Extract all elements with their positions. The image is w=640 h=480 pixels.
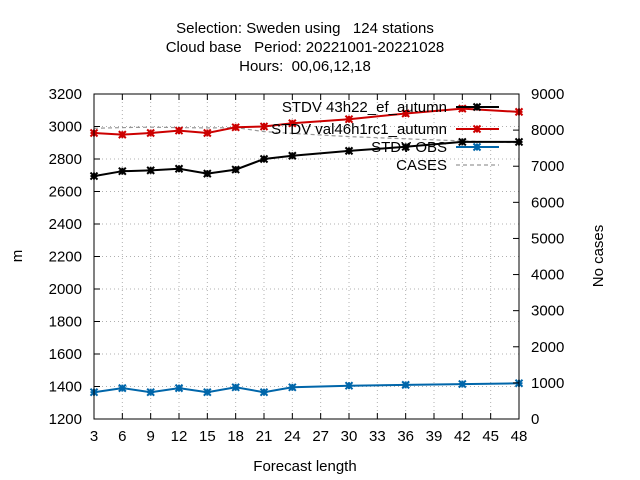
y-axis-ticks: 1200 1400 1600 1800 2000 2200 2400 2600 2800 3000… [49, 86, 100, 428]
y-tick-label: 1400 [49, 379, 82, 396]
y-tick-label: 3000 [49, 119, 82, 136]
series-2 [89, 379, 524, 397]
legend-item: STDV 43h22_ef_autumn [282, 99, 499, 116]
x-tick-label: 39 [426, 428, 443, 445]
data-point [118, 166, 127, 176]
x-tick-label: 36 [397, 428, 414, 445]
data-point [288, 383, 297, 392]
data-point [344, 114, 354, 124]
data-point [118, 383, 127, 393]
y2-axis-ticks: 0 1000 2000 3000 4000 5000 6000 7000 8000 9000 [513, 86, 564, 428]
x-tick-label: 45 [482, 428, 499, 445]
x-tick-label: 3 [90, 428, 98, 445]
y2-tick-label: 6000 [531, 194, 564, 211]
x-tick-label: 9 [146, 428, 154, 445]
data-point [458, 137, 467, 147]
y-tick-label: 1200 [49, 411, 82, 428]
x-tick-label: 18 [227, 428, 244, 445]
data-point [146, 128, 155, 138]
legend-marker [472, 102, 482, 112]
y2-tick-label: 9000 [531, 86, 564, 103]
data-point [174, 126, 184, 135]
data-point [231, 383, 240, 392]
y2-tick-label: 7000 [531, 158, 564, 175]
data-point [174, 383, 184, 393]
title-line-2: Cloud base Period: 20221001-20221028 [166, 39, 445, 56]
data-point [401, 142, 410, 152]
y-tick-label: 2000 [49, 281, 82, 298]
y-tick-label: 1600 [49, 346, 82, 363]
data-point [203, 128, 212, 138]
title-line-1: Selection: Sweden using 124 stations [176, 20, 434, 37]
legend: STDV 43h22_ef_autumn STDV val46h1rc1_autu… [271, 99, 499, 174]
cases-series-layer [93, 126, 520, 144]
x-tick-label: 12 [171, 428, 188, 445]
y2-tick-label: 2000 [531, 339, 564, 356]
series-1 [89, 104, 524, 139]
data-point [288, 119, 297, 128]
data-point [174, 164, 184, 173]
y2-tick-label: 5000 [531, 230, 564, 247]
legend-label: STDV 43h22_ef_autumn [282, 99, 447, 116]
legend-item: CASES [396, 157, 499, 174]
data-point [458, 379, 467, 389]
x-tick-label: 21 [256, 428, 273, 445]
series-line [93, 107, 520, 136]
legend-marker [472, 142, 482, 152]
legend-label: STDV OBS [371, 139, 447, 156]
y2-axis-label: No cases [590, 225, 607, 288]
y-tick-label: 2600 [49, 184, 82, 201]
y-tick-label: 2400 [49, 216, 82, 233]
y2-tick-label: 1000 [531, 375, 564, 392]
y-axis-label: m [9, 250, 26, 263]
data-point [203, 169, 212, 178]
y-tick-label: 2200 [49, 249, 82, 266]
y-tick-label: 2800 [49, 151, 82, 168]
y2-tick-label: 3000 [531, 303, 564, 320]
data-point [146, 387, 155, 397]
data-point [146, 166, 155, 175]
legend-marker [472, 124, 482, 134]
x-tick-label: 24 [284, 428, 301, 445]
y2-tick-label: 4000 [531, 267, 564, 284]
x-tick-label: 6 [118, 428, 126, 445]
x-tick-label: 33 [369, 428, 386, 445]
legend-label: STDV val46h1rc1_autumn [271, 121, 447, 138]
series-line [93, 126, 520, 144]
data-point [401, 109, 410, 118]
legend-item: STDV OBS [371, 139, 499, 156]
y-tick-label: 3200 [49, 86, 82, 103]
data-point [401, 380, 410, 390]
x-tick-label: 30 [341, 428, 358, 445]
chart-title: Selection: Sweden using 124 stations Clo… [166, 20, 445, 75]
series-3 [93, 126, 520, 144]
data-point [259, 154, 269, 164]
data-point [344, 146, 354, 156]
data-point [118, 130, 127, 139]
title-line-3: Hours: 00,06,12,18 [239, 58, 371, 75]
data-point [259, 387, 269, 397]
data-point [203, 387, 212, 397]
y2-tick-label: 8000 [531, 122, 564, 139]
y-tick-label: 1800 [49, 314, 82, 331]
legend-label: CASES [396, 157, 447, 174]
x-tick-label: 48 [511, 428, 528, 445]
data-point [344, 381, 354, 390]
x-axis-label: Forecast length [253, 458, 356, 475]
y2-tick-label: 0 [531, 411, 539, 428]
legend-item: STDV val46h1rc1_autumn [271, 121, 499, 138]
x-tick-label: 42 [454, 428, 471, 445]
series-line [93, 382, 520, 394]
data-point [231, 165, 240, 174]
data-point [259, 122, 269, 131]
data-point [231, 123, 240, 132]
x-axis-ticks: 3 6 9 12 15 18 21 24 27 30 33 36 39 42 45 48 [90, 94, 528, 445]
x-tick-label: 15 [199, 428, 216, 445]
x-tick-label: 27 [312, 428, 329, 445]
data-point [288, 151, 297, 160]
series-layer [89, 104, 524, 397]
series-line [93, 140, 519, 178]
